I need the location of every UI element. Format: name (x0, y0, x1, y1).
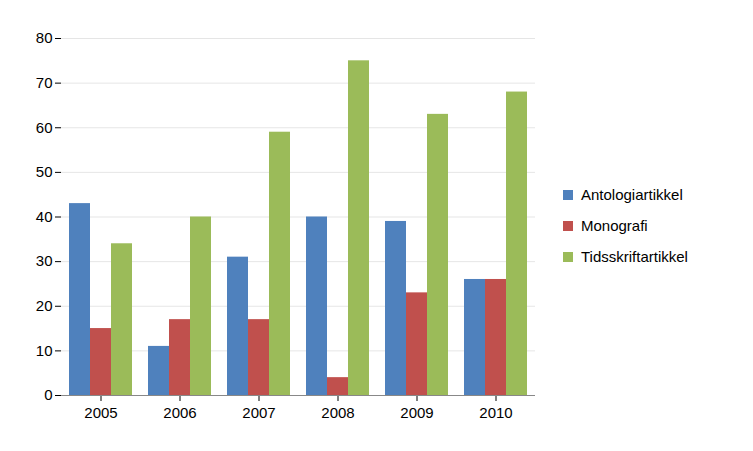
html-text:Antologiartikkel: Antologiartikkel (581, 186, 683, 203)
html-text:Tidsskriftartikkel: Tidsskriftartikkel (581, 248, 688, 265)
svg-text:2008: 2008 (321, 404, 354, 421)
svg-text:30: 30 (36, 252, 53, 269)
svg-text:2010: 2010 (479, 404, 512, 421)
svg-text:2005: 2005 (84, 404, 117, 421)
svg-text:0: 0 (44, 386, 52, 403)
html-text:Monografi: Monografi (581, 217, 648, 234)
svg-text:2009: 2009 (400, 404, 433, 421)
svg-text:40: 40 (36, 208, 53, 225)
svg-text:60: 60 (36, 119, 53, 136)
svg-text:10: 10 (36, 342, 53, 359)
svg-text:80: 80 (36, 29, 53, 46)
svg-text:20: 20 (36, 297, 53, 314)
svg-text:50: 50 (36, 163, 53, 180)
svg-text:70: 70 (36, 74, 53, 91)
svg-text:2007: 2007 (242, 404, 275, 421)
svg-text:2006: 2006 (163, 404, 196, 421)
